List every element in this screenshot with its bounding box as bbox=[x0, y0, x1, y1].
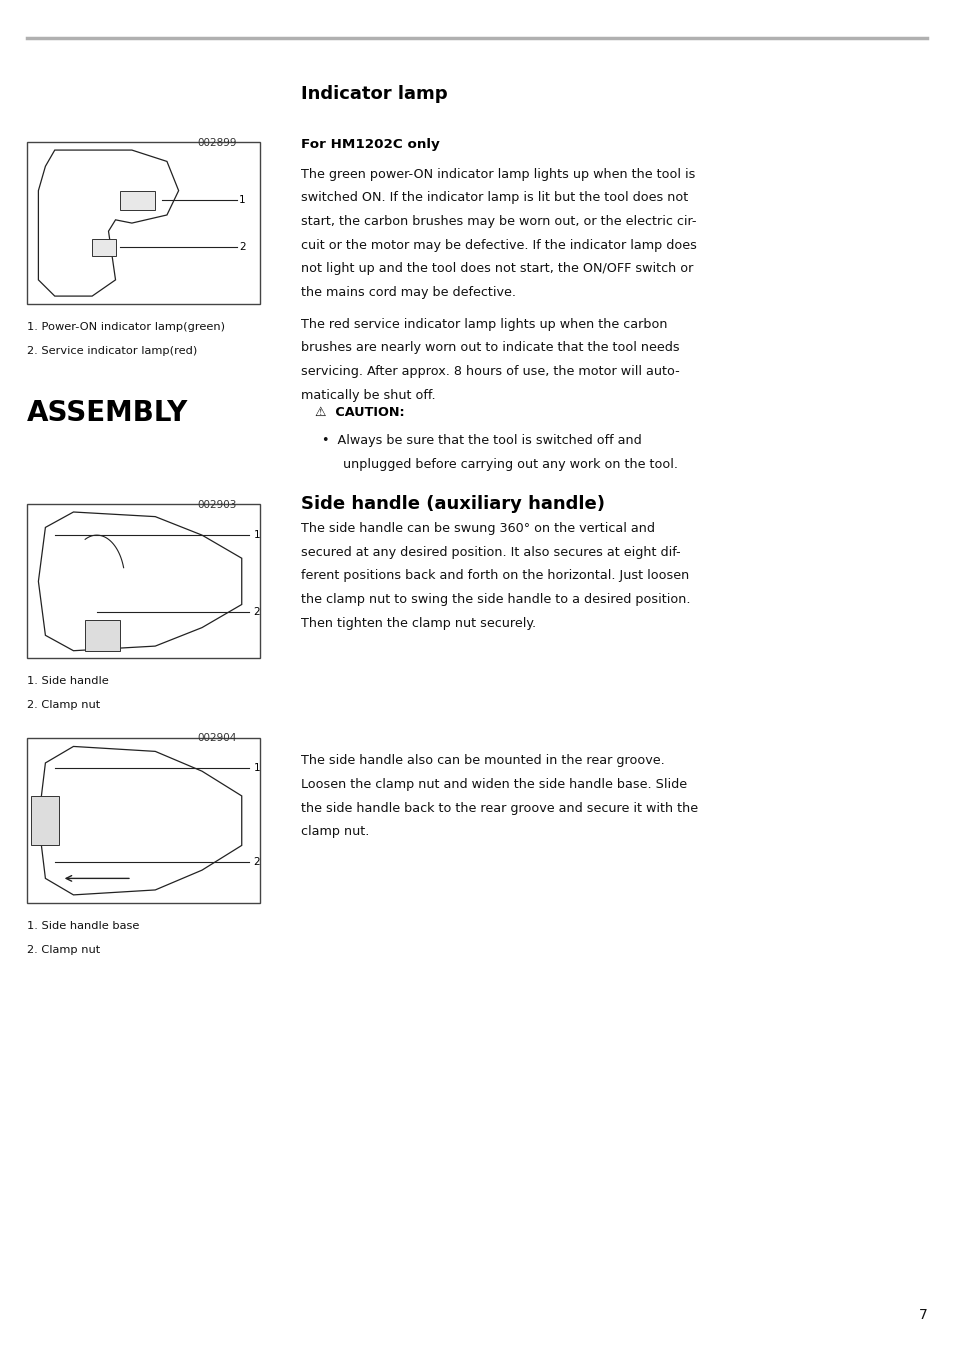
Text: 2: 2 bbox=[253, 857, 260, 867]
Text: the mains cord may be defective.: the mains cord may be defective. bbox=[300, 287, 515, 299]
Text: The red service indicator lamp lights up when the carbon: The red service indicator lamp lights up… bbox=[300, 318, 666, 331]
Text: clamp nut.: clamp nut. bbox=[300, 825, 369, 838]
Bar bbox=[120, 191, 155, 210]
Text: 1. Side handle: 1. Side handle bbox=[27, 676, 109, 685]
Text: the clamp nut to swing the side handle to a desired position.: the clamp nut to swing the side handle t… bbox=[300, 592, 689, 606]
Text: not light up and the tool does not start, the ON/OFF switch or: not light up and the tool does not start… bbox=[300, 262, 692, 276]
Text: 7: 7 bbox=[918, 1309, 926, 1322]
Text: matically be shut off.: matically be shut off. bbox=[300, 389, 435, 402]
Text: 2. Clamp nut: 2. Clamp nut bbox=[27, 945, 100, 955]
Text: 002899: 002899 bbox=[197, 138, 236, 147]
Bar bbox=[27, 142, 260, 304]
Text: ⚠  CAUTION:: ⚠ CAUTION: bbox=[314, 406, 404, 419]
Text: 2: 2 bbox=[253, 607, 260, 617]
Text: 002904: 002904 bbox=[197, 733, 236, 742]
Text: 1: 1 bbox=[238, 196, 245, 206]
Text: Indicator lamp: Indicator lamp bbox=[300, 85, 447, 103]
Text: The side handle can be swung 360° on the vertical and: The side handle can be swung 360° on the… bbox=[300, 522, 654, 535]
Text: 2: 2 bbox=[238, 242, 245, 253]
Text: brushes are nearly worn out to indicate that the tool needs: brushes are nearly worn out to indicate … bbox=[300, 342, 679, 354]
Bar bbox=[31, 796, 59, 845]
Text: For HM1202C only: For HM1202C only bbox=[300, 138, 438, 151]
Text: •  Always be sure that the tool is switched off and: • Always be sure that the tool is switch… bbox=[322, 434, 641, 448]
Text: start, the carbon brushes may be worn out, or the electric cir-: start, the carbon brushes may be worn ou… bbox=[300, 215, 696, 228]
Bar bbox=[92, 239, 115, 256]
Text: secured at any desired position. It also secures at eight dif-: secured at any desired position. It also… bbox=[300, 545, 679, 558]
Text: ASSEMBLY: ASSEMBLY bbox=[27, 399, 188, 427]
Text: Side handle (auxiliary handle): Side handle (auxiliary handle) bbox=[300, 495, 604, 512]
Text: Then tighten the clamp nut securely.: Then tighten the clamp nut securely. bbox=[300, 617, 535, 630]
Text: 2. Service indicator lamp(red): 2. Service indicator lamp(red) bbox=[27, 346, 196, 356]
Text: The green power-ON indicator lamp lights up when the tool is: The green power-ON indicator lamp lights… bbox=[300, 168, 694, 181]
Bar bbox=[27, 504, 260, 658]
Text: switched ON. If the indicator lamp is lit but the tool does not: switched ON. If the indicator lamp is li… bbox=[300, 192, 687, 204]
Text: unplugged before carrying out any work on the tool.: unplugged before carrying out any work o… bbox=[343, 458, 678, 472]
Bar bbox=[85, 619, 120, 650]
Text: 2. Clamp nut: 2. Clamp nut bbox=[27, 700, 100, 710]
Text: 1: 1 bbox=[253, 530, 260, 539]
Text: 1. Power-ON indicator lamp(green): 1. Power-ON indicator lamp(green) bbox=[27, 322, 225, 331]
Text: servicing. After approx. 8 hours of use, the motor will auto-: servicing. After approx. 8 hours of use,… bbox=[300, 365, 679, 379]
Text: the side handle back to the rear groove and secure it with the: the side handle back to the rear groove … bbox=[300, 802, 697, 815]
Text: 1. Side handle base: 1. Side handle base bbox=[27, 921, 139, 930]
Text: 1: 1 bbox=[253, 763, 260, 773]
Text: Loosen the clamp nut and widen the side handle base. Slide: Loosen the clamp nut and widen the side … bbox=[300, 779, 686, 791]
Text: The side handle also can be mounted in the rear groove.: The side handle also can be mounted in t… bbox=[300, 754, 663, 768]
Text: 002903: 002903 bbox=[197, 500, 236, 510]
Bar bbox=[27, 738, 260, 903]
Text: cuit or the motor may be defective. If the indicator lamp does: cuit or the motor may be defective. If t… bbox=[300, 238, 696, 251]
Text: ferent positions back and forth on the horizontal. Just loosen: ferent positions back and forth on the h… bbox=[300, 569, 688, 583]
